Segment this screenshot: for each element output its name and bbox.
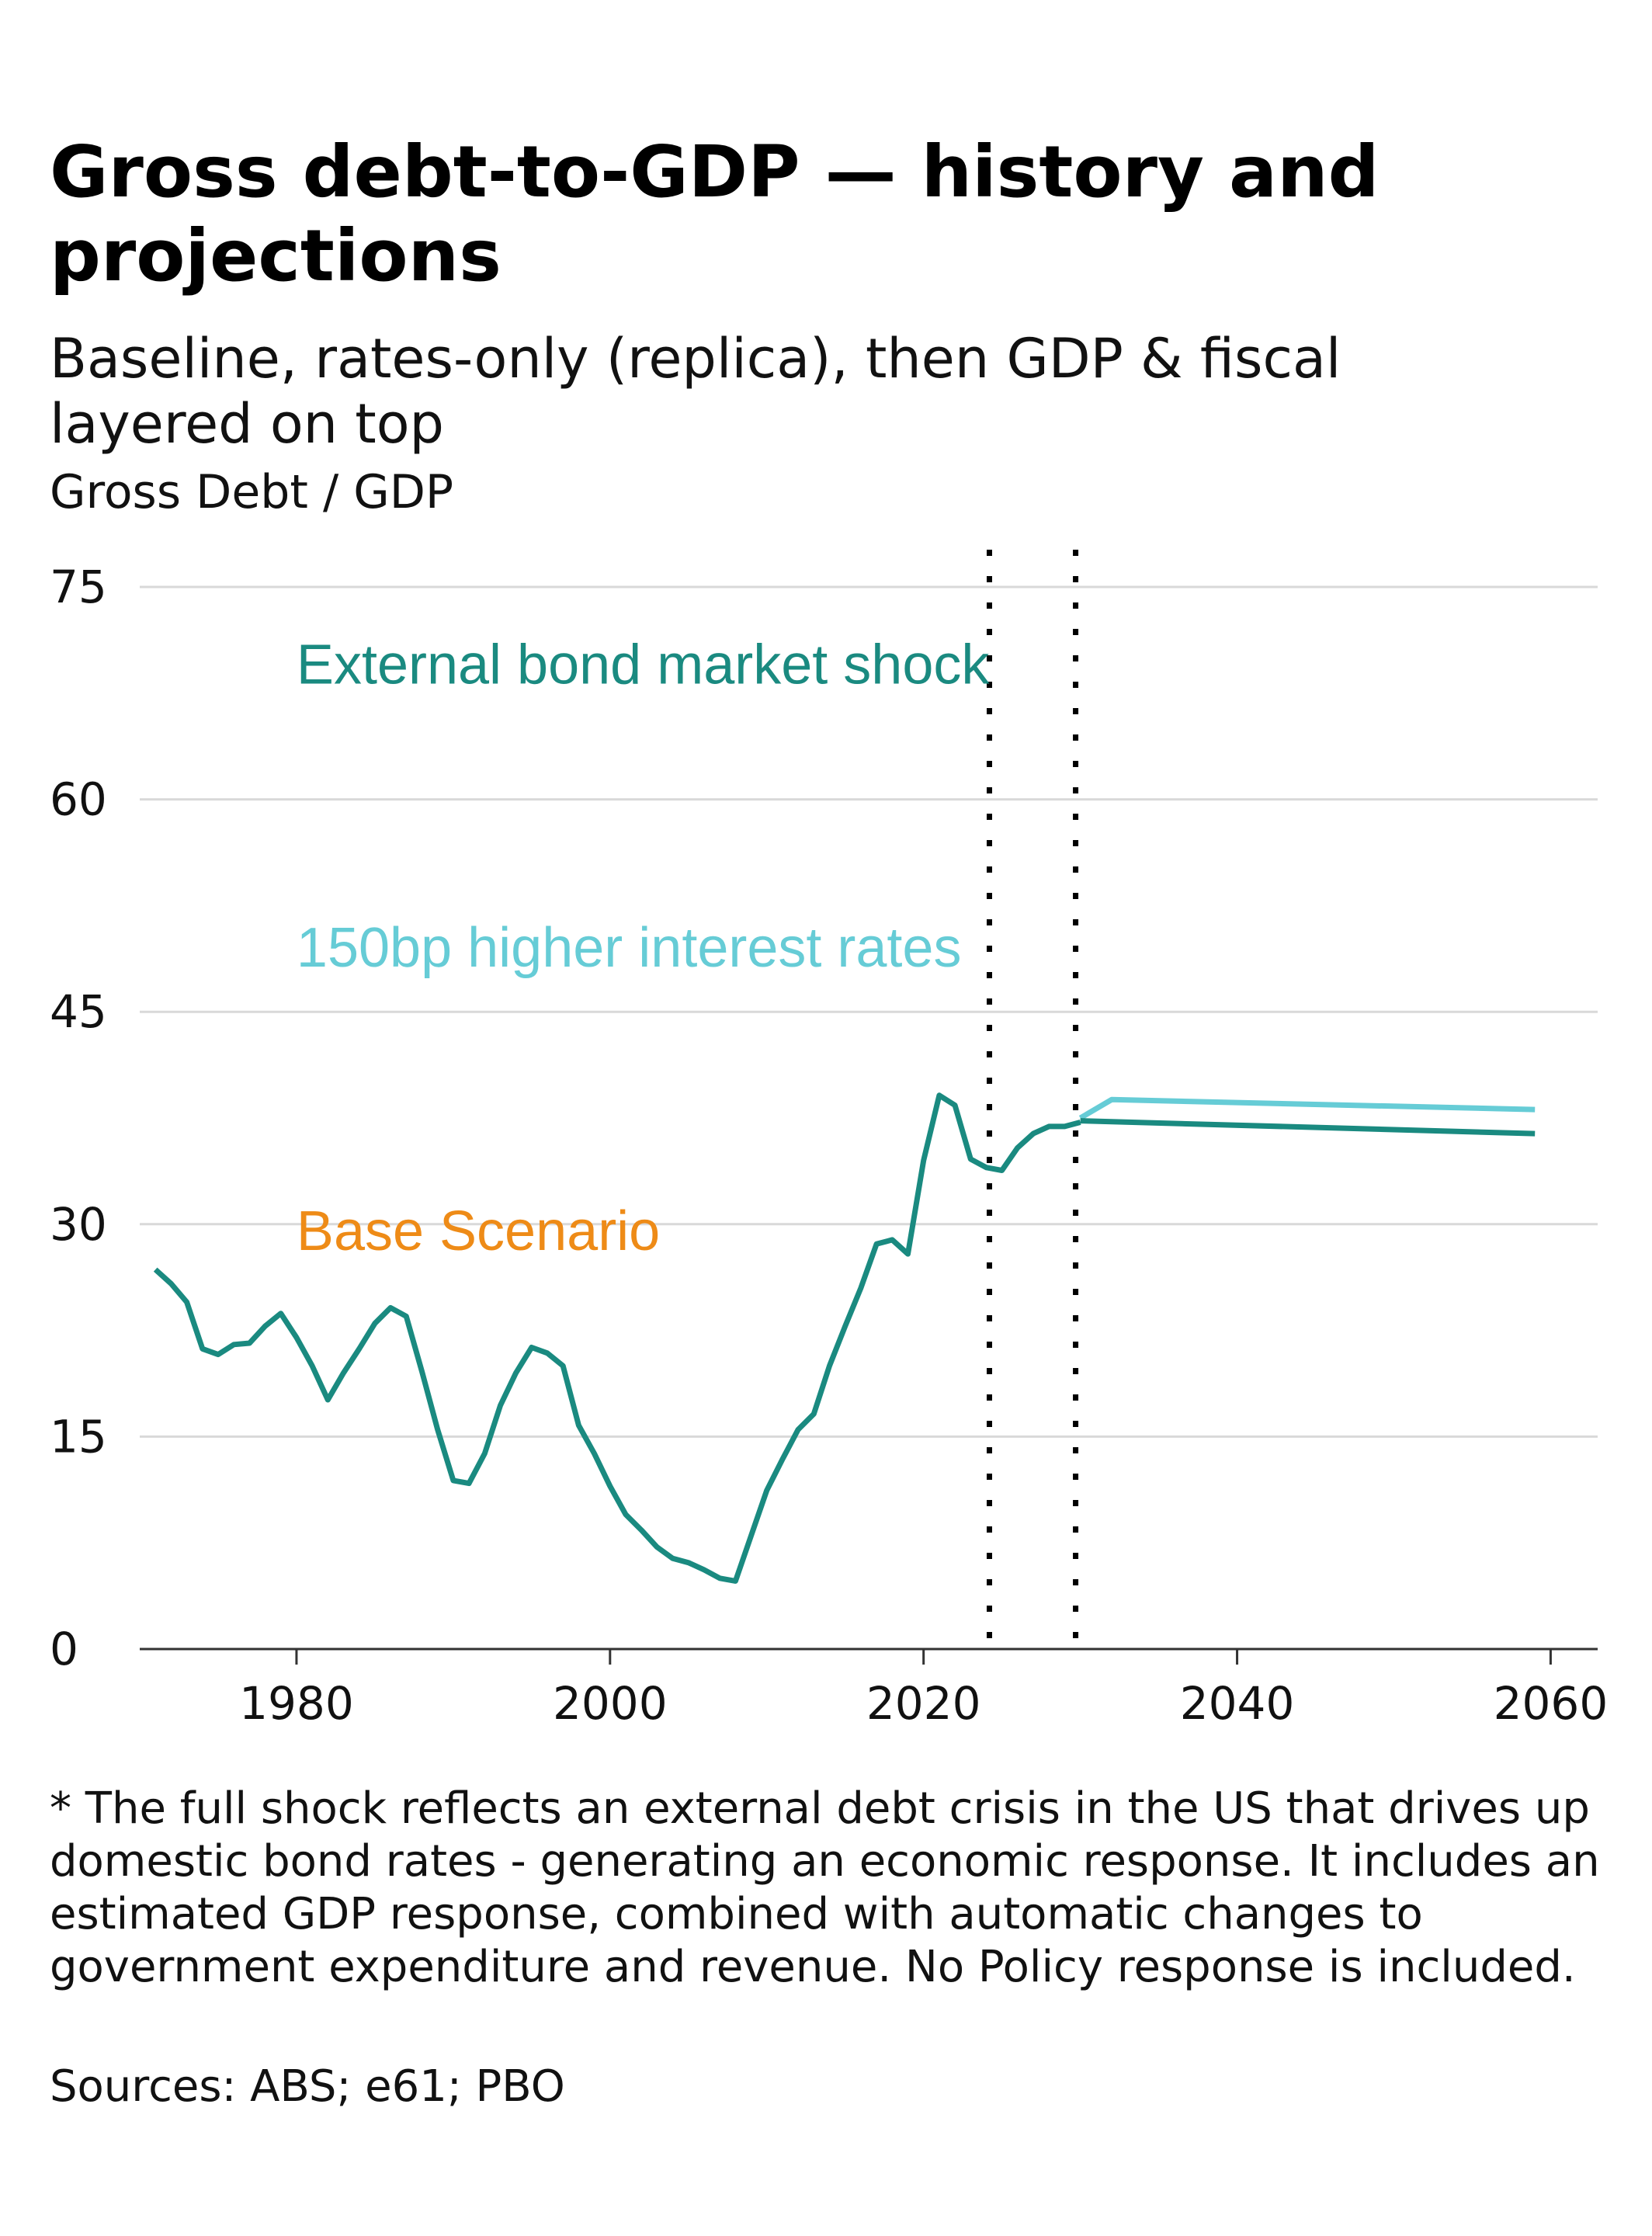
x-tick-label-1980: 1980 [239,1677,354,1730]
x-tick-label-2060: 2060 [1494,1677,1609,1730]
x-tick-label-2020: 2020 [866,1677,981,1730]
series-annotation-1: External bond market shock [297,634,990,696]
grid-lines [140,585,1598,1438]
x-tick-label-2040: 2040 [1180,1677,1295,1730]
x-tick-label-2000: 2000 [553,1677,668,1730]
y-tick-label-0: 0 [50,1623,78,1675]
y-tick-label-75: 75 [50,561,107,613]
unit-label: Gross Debt / GDP [50,465,454,519]
data-series [153,1092,1536,1584]
y-tick-label-60: 60 [50,773,107,826]
chart-subtitle: Baseline, rates-only (replica), then GDP… [50,327,1341,456]
series-annotation-3: Base Scenario [297,1200,660,1262]
series-annotation-2: 150bp higher interest rates [297,917,962,979]
y-tick-label-15: 15 [50,1410,107,1463]
series-annotations: External bond market shock 150bp higher i… [297,634,990,1262]
y-tick-label-45: 45 [50,985,107,1038]
source-note: Sources: ABS; e61; PBO [50,2061,565,2112]
projection-markers [986,550,1079,1649]
series-line-external_shock [1080,1118,1536,1137]
y-tick-label-30: 30 [50,1198,107,1251]
series-line-history [153,1092,1081,1584]
line-chart: 0 15 30 45 60 75 1980 2000 2020 2040 2060 External… [50,550,1608,1730]
footnote: * The full shock reflects an external de… [50,1783,1600,1992]
series-line-rates_only [1078,1096,1536,1121]
axes: 0 15 30 45 60 75 1980 2000 2020 2040 2060 [50,561,1608,1730]
chart-title: Gross debt-to-GDP — history and projecti… [50,130,1380,297]
